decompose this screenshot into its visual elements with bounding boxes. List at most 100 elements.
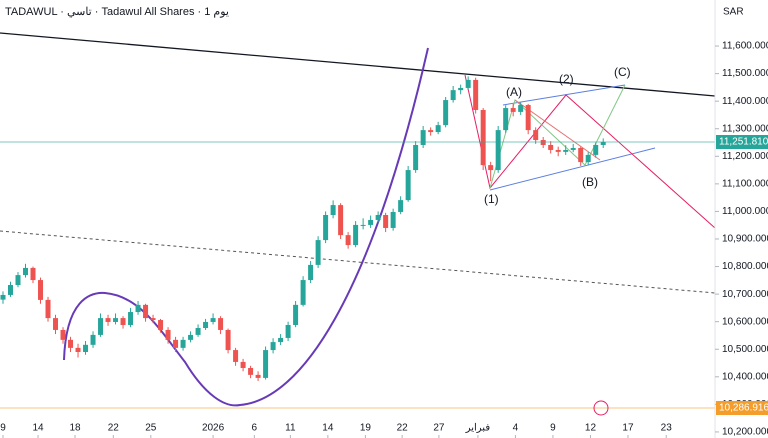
- y-tick-label: 10,400.000: [722, 371, 768, 382]
- candle-body: [353, 224, 359, 246]
- candle-body: [90, 334, 96, 345]
- annotation: (1): [484, 192, 499, 206]
- x-tick-label: 12: [585, 423, 597, 434]
- y-tick-label: 11,200.000: [722, 151, 768, 162]
- candle-body: [555, 149, 561, 152]
- x-tick-label: 25: [145, 423, 157, 434]
- plot: [0, 76, 715, 409]
- chart-title: TADAWUL · تاسي · Tadawul All Shares · 1 …: [5, 6, 229, 18]
- candle-body: [83, 344, 89, 352]
- candle-body: [375, 215, 381, 220]
- x-tick-label: 14: [322, 423, 334, 434]
- x-tick-label: 19: [360, 423, 372, 434]
- candle-body: [218, 318, 224, 330]
- candle-body: [578, 148, 584, 163]
- candle-body: [68, 339, 74, 348]
- x-tick-label: 17: [622, 423, 634, 434]
- candle-body: [435, 125, 441, 133]
- price-axis: [715, 0, 768, 438]
- x-tick-label: 2026: [202, 423, 225, 434]
- candle-body: [248, 367, 254, 375]
- candle-body: [315, 240, 321, 265]
- y-tick-label: 10,700.000: [722, 289, 768, 300]
- candle-body: [60, 329, 66, 340]
- candle-body: [203, 321, 209, 329]
- x-tick-label: 9: [0, 423, 6, 434]
- x-tick-label: 9: [550, 423, 556, 434]
- y-tick-label: 10,200.000: [722, 427, 768, 438]
- wave-line: [489, 84, 626, 189]
- x-tick-label: 22: [108, 423, 120, 434]
- candle-body: [533, 130, 539, 141]
- candle-body: [593, 144, 599, 155]
- drawings: [0, 32, 716, 407]
- candle-body: [563, 149, 569, 152]
- y-tick-label: 11,400.000: [722, 96, 768, 107]
- candle-body: [413, 144, 419, 171]
- candle-body: [390, 211, 396, 228]
- candle-body: [420, 130, 426, 145]
- y-tick-label: 10,900.000: [722, 234, 768, 245]
- x-tick-label: 22: [397, 423, 409, 434]
- candle-body: [525, 105, 531, 131]
- candle-body: [165, 329, 171, 340]
- candle-body: [240, 361, 246, 368]
- candle-body: [143, 304, 149, 319]
- candle-body: [135, 304, 141, 313]
- channel-line: [502, 84, 626, 106]
- candle-body: [510, 108, 516, 112]
- x-tick-label: 23: [661, 423, 673, 434]
- candle-body: [293, 304, 299, 325]
- candle-body: [585, 154, 591, 163]
- annotation: (C): [614, 65, 631, 79]
- candle-body: [188, 334, 194, 340]
- candle-body: [338, 205, 344, 236]
- y-tick-label: 11,100.000: [722, 178, 768, 189]
- candle-body: [53, 318, 59, 330]
- x-tick-label: فبراير: [465, 423, 491, 434]
- candle-body: [300, 280, 306, 305]
- candle-body: [428, 130, 434, 133]
- event-icon[interactable]: [593, 400, 609, 416]
- candle-body: [495, 130, 501, 171]
- candle-body: [158, 320, 164, 330]
- x-tick-label: 14: [32, 423, 44, 434]
- y-tick-label: 10,600.000: [722, 316, 768, 327]
- candle-body: [8, 285, 14, 295]
- candle-body: [15, 275, 21, 286]
- candle-body: [30, 267, 36, 281]
- candle-body: [518, 105, 524, 112]
- candle-body: [270, 342, 276, 351]
- price-label-box: [716, 400, 768, 415]
- trend-line: [0, 32, 716, 97]
- candle-body: [285, 324, 291, 338]
- y-tick-label: 11,500.000: [722, 68, 768, 79]
- candle-body: [345, 235, 351, 246]
- candle-body: [323, 215, 329, 241]
- candle-body: [45, 299, 51, 319]
- x-tick-label: 4: [513, 423, 519, 434]
- annotation: (A): [506, 85, 522, 99]
- candle-body: [180, 339, 186, 348]
- annotation: (B): [582, 175, 598, 189]
- y-tick-label: 11,000.000: [722, 206, 768, 217]
- candle-body: [98, 318, 104, 335]
- candle-body: [225, 329, 231, 351]
- candle-body: [465, 79, 471, 88]
- candle-body: [473, 79, 479, 110]
- wave-line: [464, 74, 716, 229]
- candle-body: [360, 224, 366, 226]
- curve-drawing: [63, 47, 429, 407]
- candle-body: [488, 165, 494, 171]
- candle-body: [600, 142, 606, 145]
- candle-body: [458, 87, 464, 91]
- y-tick-label: 10,800.000: [722, 261, 768, 272]
- candle-body: [263, 350, 269, 378]
- candle-body: [113, 318, 119, 322]
- candle-body: [23, 267, 29, 276]
- candle-body: [308, 264, 314, 281]
- currency: SAR: [723, 7, 744, 18]
- candle-body: [278, 337, 284, 343]
- candle-body: [75, 347, 81, 352]
